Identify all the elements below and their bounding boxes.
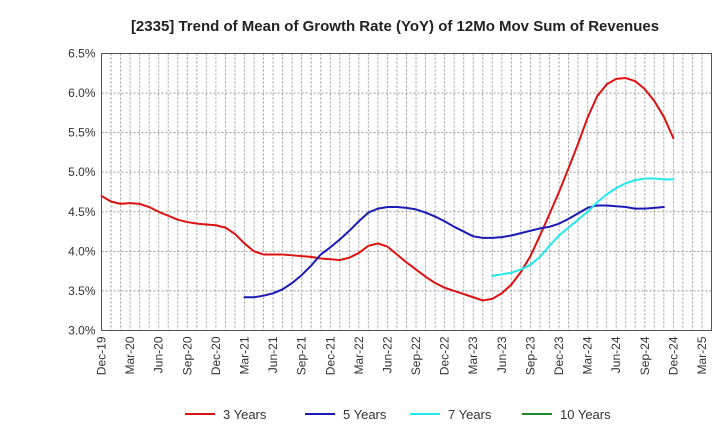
x-tick-label: Jun-24 — [609, 336, 623, 373]
x-tick-label: Mar-25 — [695, 336, 709, 374]
x-tick-label: Sep-23 — [523, 336, 537, 375]
x-tick-label: Sep-24 — [638, 336, 652, 375]
x-tick-label: Mar-24 — [581, 336, 595, 374]
x-tick-label: Jun-21 — [266, 336, 280, 373]
y-tick-label: 4.0% — [68, 244, 96, 258]
x-tick-label: Dec-21 — [323, 336, 337, 375]
y-tick-label: 3.5% — [68, 284, 96, 298]
y-tick-label: 5.0% — [68, 165, 96, 179]
x-tick-label: Sep-22 — [409, 336, 423, 375]
x-tick-label: Sep-21 — [295, 336, 309, 375]
legend-label: 5 Years — [343, 407, 387, 422]
legend-label: 7 Years — [448, 407, 492, 422]
y-axis: 3.0% 3.5% 4.0% 4.5% 5.0% 5.5% 6.0% 6.5% — [68, 47, 96, 338]
chart-title: [2335] Trend of Mean of Growth Rate (YoY… — [131, 18, 659, 35]
x-tick-label: Mar-21 — [237, 336, 251, 374]
series-line-3-years — [100, 77, 675, 302]
x-tick-label: Jun-22 — [380, 336, 394, 373]
y-tick-label: 4.5% — [68, 205, 96, 219]
legend-label: 10 Years — [560, 407, 611, 422]
y-tick-label: 5.5% — [68, 126, 96, 140]
y-tick-label: 6.5% — [68, 47, 96, 61]
y-tick-label: 3.0% — [68, 324, 96, 338]
legend-label: 3 Years — [223, 407, 267, 422]
grid — [101, 53, 712, 331]
series-layer — [100, 77, 675, 302]
x-tick-label: Mar-23 — [466, 336, 480, 374]
x-tick-label: Jun-23 — [495, 336, 509, 373]
x-tick-label: Mar-22 — [352, 336, 366, 374]
y-tick-label: 6.0% — [68, 86, 96, 100]
x-tick-label: Dec-19 — [95, 336, 109, 375]
x-axis: Dec-19 Mar-20 Jun-20 Sep-20 Dec-20 Mar-21 Jun-… — [95, 336, 709, 375]
x-tick-label: Jun-20 — [152, 336, 166, 373]
legend: 3 Years 5 Years 7 Years 10 Years — [185, 407, 611, 422]
x-tick-label: Dec-23 — [552, 336, 566, 375]
series-line-7-years — [491, 177, 675, 277]
plot-frame — [101, 53, 712, 331]
x-tick-label: Dec-22 — [438, 336, 452, 375]
x-tick-label: Dec-24 — [666, 336, 680, 375]
x-tick-label: Mar-20 — [123, 336, 137, 374]
x-tick-label: Dec-20 — [209, 336, 223, 375]
x-tick-label: Sep-20 — [180, 336, 194, 375]
